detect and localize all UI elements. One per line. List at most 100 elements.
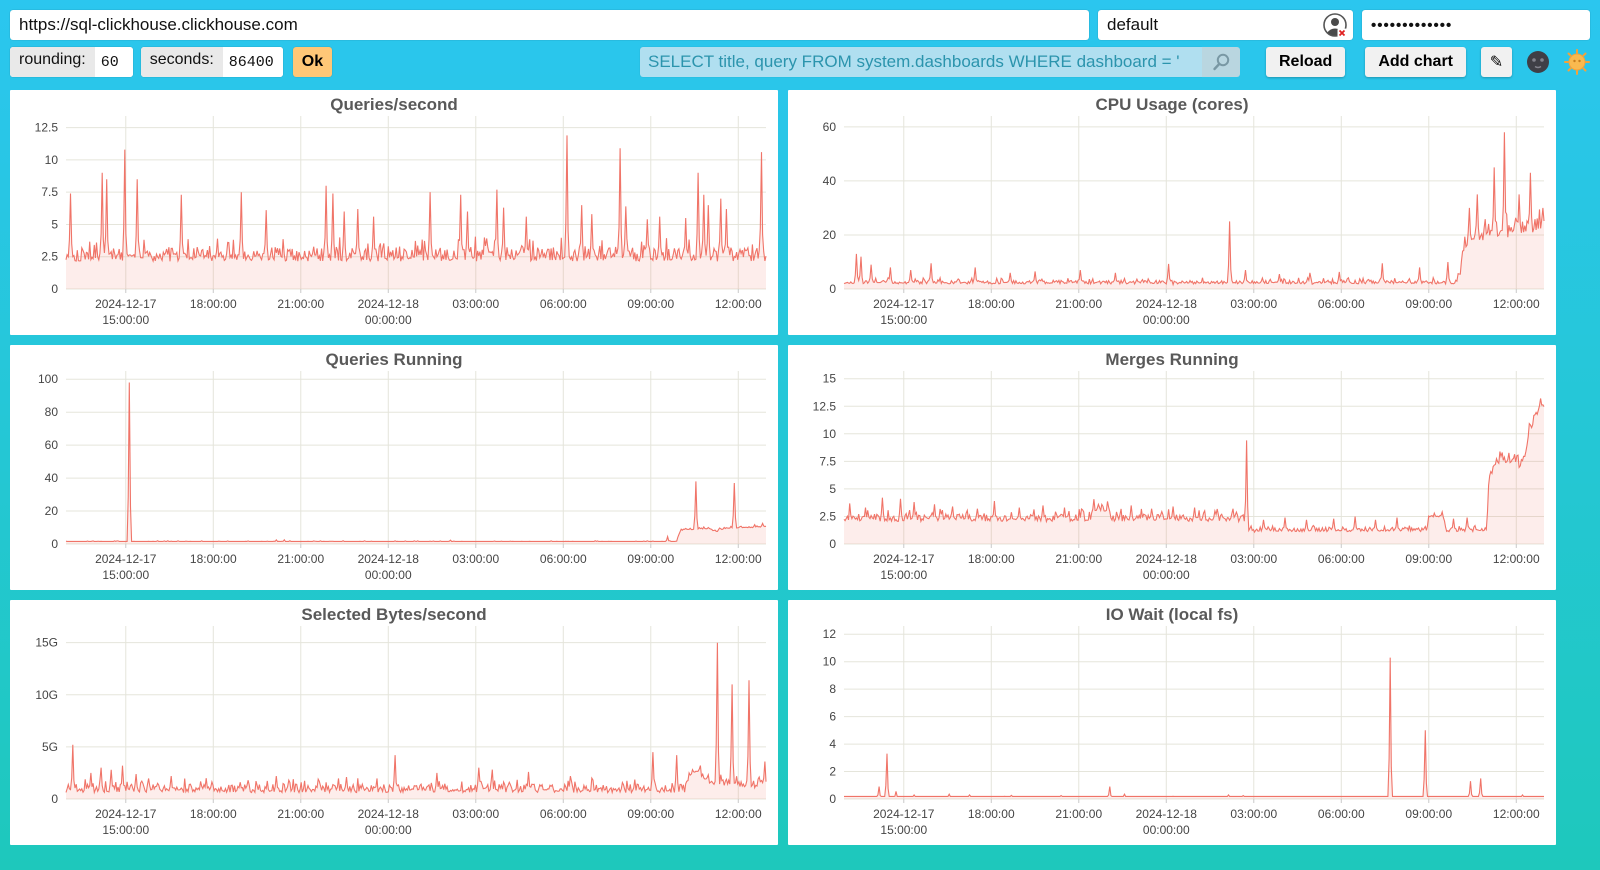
y-tick-label: 10 [823,427,837,441]
y-tick-label: 20 [823,228,837,242]
user-auth-status-icon [1323,13,1347,38]
user-field-wrap [1098,10,1353,40]
rounding-input[interactable] [94,47,133,77]
y-tick-label: 0 [51,282,58,296]
y-tick-label: 6 [829,710,836,724]
series-line [65,642,767,795]
chart-plot[interactable]: 0 2.5 5 7.5 10 12.5 2024-12-17 15:00:00 18:00:00… [10,90,778,335]
x-tick-label: 03:00:00 [1230,297,1277,311]
chart-card: CPU Usage (cores) 0 20 40 60 2024-12-17 15:00:… [788,90,1556,335]
x-tick-label: 18:00:00 [190,807,237,821]
x-tick-label: 12:00:00 [1493,552,1540,566]
moon-icon[interactable] [1525,49,1551,75]
y-tick-label: 40 [823,174,837,188]
ok-button[interactable]: Ok [292,47,333,77]
x-tick-label: 21:00:00 [1055,807,1102,821]
x-tick-label: 18:00:00 [968,297,1015,311]
series-area [844,657,1544,799]
url-input[interactable] [10,10,1089,40]
x-tick-label: 12:00:00 [715,297,762,311]
x-tick-label: 18:00:00 [190,297,237,311]
seconds-label: seconds: [140,47,223,77]
sun-icon[interactable] [1564,49,1590,75]
series-line [65,135,767,264]
y-tick-label: 15G [35,636,58,650]
rounding-label: rounding: [10,47,95,77]
search-icon [1213,53,1230,71]
seconds-input[interactable] [222,47,283,77]
toolbar: rounding: seconds: Ok Reload Add chart ✎ [10,10,1590,77]
x-tick-label: 03:00:00 [452,297,499,311]
y-tick-label: 12.5 [813,399,837,413]
y-tick-label: 60 [823,120,837,134]
chart-card: IO Wait (local fs) 0 2 4 6 8 10 12 2024-12-17 15:… [788,600,1556,845]
x-tick-label: 09:00:00 [1405,297,1452,311]
x-tick-label: 06:00:00 [1318,297,1365,311]
chart-card: Merges Running 0 2.5 5 7.5 10 12.5 15 2024-12-17… [788,345,1556,590]
seconds-control: seconds: [140,47,283,77]
series-line [844,657,1544,797]
connection-row [10,10,1590,40]
x-tick-label: 2024-12-18 00:00:00 [358,297,420,327]
y-tick-label: 5 [51,217,58,231]
x-tick-label: 18:00:00 [190,552,237,566]
x-tick-label: 2024-12-18 00:00:00 [1136,807,1198,837]
series-line [843,398,1545,534]
y-tick-label: 20 [45,504,59,518]
rounding-control: rounding: [10,47,133,77]
y-tick-label: 5G [42,740,58,754]
chart-plot[interactable]: 0 5G 10G 15G 2024-12-17 15:00:00 18:00:00 21:00… [10,600,778,845]
x-tick-label: 06:00:00 [540,552,587,566]
dashboard-query-input[interactable] [639,47,1202,77]
chart-card: Queries Running 0 20 40 60 80 100 2024-12-17 15:… [10,345,778,590]
x-tick-label: 03:00:00 [1230,807,1277,821]
y-tick-label: 60 [45,438,59,452]
toolbar-spacer [332,47,640,77]
charts-grid: Queries/second 0 2.5 5 7.5 10 12.5 2024-12-17 15… [10,90,1590,845]
edit-button[interactable]: ✎ [1481,47,1512,77]
y-tick-label: 2 [829,765,836,779]
x-tick-label: 18:00:00 [968,552,1015,566]
add-chart-button[interactable]: Add chart [1365,47,1466,77]
reload-button[interactable]: Reload [1265,47,1346,77]
x-tick-label: 12:00:00 [1493,297,1540,311]
chart-plot[interactable]: 0 2 4 6 8 10 12 2024-12-17 15:00:00 18:00:00 21:00… [788,600,1556,845]
y-tick-label: 4 [829,737,836,751]
x-tick-label: 18:00:00 [968,807,1015,821]
chart-card: Selected Bytes/second 0 5G 10G 15G 2024-12-17… [10,600,778,845]
y-tick-label: 0 [51,792,58,806]
password-input[interactable] [1362,10,1590,40]
x-tick-label: 03:00:00 [452,552,499,566]
x-tick-label: 09:00:00 [1405,552,1452,566]
x-tick-label: 12:00:00 [715,807,762,821]
x-tick-label: 09:00:00 [627,552,674,566]
y-tick-label: 7.5 [819,454,836,468]
x-tick-label: 21:00:00 [1055,552,1102,566]
x-tick-label: 2024-12-18 00:00:00 [358,807,420,837]
run-query-button[interactable] [1201,47,1240,77]
y-tick-label: 80 [45,405,59,419]
series-area [66,642,766,799]
x-tick-label: 03:00:00 [1230,552,1277,566]
x-tick-label: 12:00:00 [1493,807,1540,821]
x-tick-label: 06:00:00 [540,297,587,311]
x-tick-label: 09:00:00 [1405,807,1452,821]
x-tick-label: 2024-12-18 00:00:00 [1136,297,1198,327]
chart-plot[interactable]: 0 20 40 60 80 100 2024-12-17 15:00:00 18:00:00 21… [10,345,778,590]
x-tick-label: 21:00:00 [277,552,324,566]
x-tick-label: 06:00:00 [1318,807,1365,821]
user-input[interactable] [1098,10,1353,40]
dashboard-query-group [639,47,1240,77]
chart-plot[interactable]: 0 20 40 60 2024-12-17 15:00:00 18:00:00 21:00:0… [788,90,1556,335]
y-tick-label: 8 [829,682,836,696]
y-tick-label: 10G [35,688,58,702]
series-area [66,135,766,289]
pencil-icon: ✎ [1489,54,1504,71]
y-tick-label: 2.5 [819,509,836,523]
x-tick-label: 21:00:00 [277,297,324,311]
x-tick-label: 09:00:00 [627,297,674,311]
x-tick-label: 2024-12-17 15:00:00 [873,552,935,582]
x-tick-label: 2024-12-17 15:00:00 [95,297,157,327]
x-tick-label: 12:00:00 [715,552,762,566]
chart-plot[interactable]: 0 2.5 5 7.5 10 12.5 15 2024-12-17 15:00:00 18:00:… [788,345,1556,590]
